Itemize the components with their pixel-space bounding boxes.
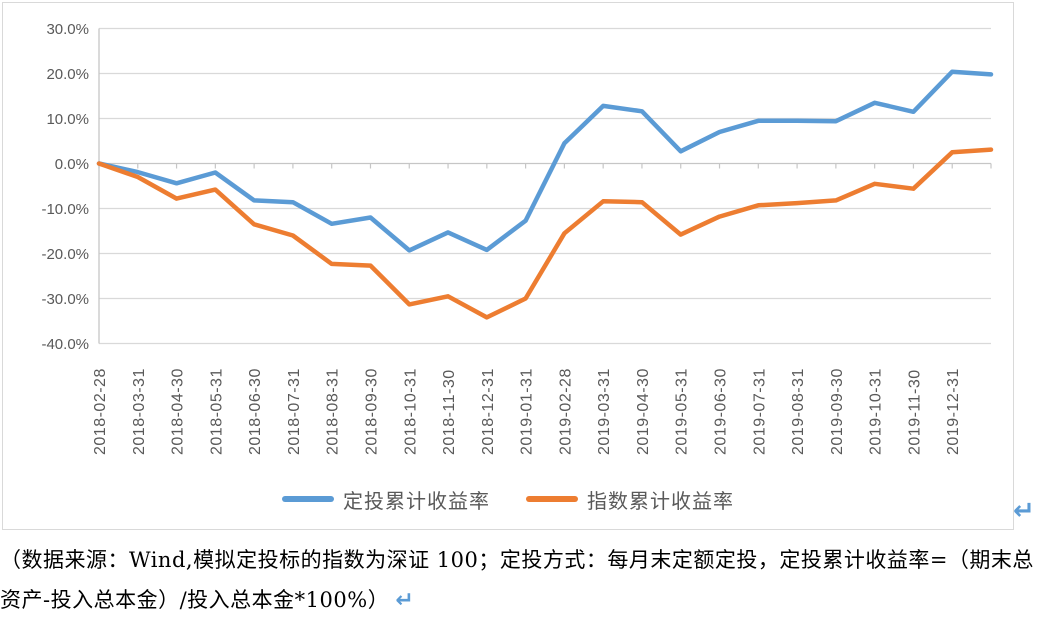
x-axis-tick-label: 2018-03-31 (131, 368, 148, 455)
line-chart-plot-area: 30.0% 20.0% 10.0% 0.0% -10.0% -20.0% -30.0% -40… (41, 21, 994, 455)
x-axis-tick-label: 2018-08-31 (325, 368, 342, 455)
x-axis-tick-label: 2019-06-30 (713, 368, 730, 455)
caption-line-2-text: 资产-投入总本金）/投入总本金*100%） (0, 588, 390, 612)
x-axis-tick-label: 2019-03-31 (596, 368, 613, 455)
x-axis-tick-label: 2018-04-30 (170, 368, 187, 455)
x-axis-tick-label: 2018-06-30 (247, 368, 264, 455)
y-axis-tick-label: 20.0% (46, 66, 89, 83)
x-axis-tick-label: 2019-08-31 (790, 368, 807, 455)
caption-line-2: 资产-投入总本金）/投入总本金*100%） ↵ (0, 580, 1042, 620)
embedded-chart-object[interactable]: 30.0% 20.0% 10.0% 0.0% -10.0% -20.0% -30.0% -40… (2, 2, 1014, 530)
x-axis-tick-label: 2019-01-31 (519, 368, 536, 455)
x-axis-tick-label: 2018-05-31 (208, 368, 225, 455)
legend-line-swatch-icon (526, 496, 578, 502)
series-line-定投累计收益率 (96, 69, 994, 253)
x-axis-tick-label: 2018-07-31 (286, 368, 303, 455)
x-axis-tick-label: 2019-05-31 (674, 368, 691, 455)
legend-item[interactable]: 定投累计收益率 (282, 485, 490, 514)
x-axis-tick-label: 2019-10-31 (868, 368, 885, 455)
x-axis-tick-label: 2018-11-30 (441, 369, 458, 455)
caption-line-1: （数据来源：Wind,模拟定投标的指数为深证 100；定投方式：每月末定额定投，… (0, 548, 1034, 572)
legend-line-swatch-icon (282, 496, 334, 502)
y-axis-tick-label: -30.0% (41, 291, 89, 308)
legend-label: 指数累计收益率 (587, 490, 734, 513)
caption: （数据来源：Wind,模拟定投标的指数为深证 100；定投方式：每月末定额定投，… (0, 540, 1042, 620)
paragraph-return-mark-icon: ↵ (395, 588, 414, 613)
x-axis-tick-label: 2019-11-30 (906, 369, 923, 455)
x-axis-tick-label: 2019-02-28 (557, 368, 574, 455)
chart-legend: 定投累计收益率 指数累计收益率 (3, 485, 1013, 514)
legend-item[interactable]: 指数累计收益率 (526, 485, 734, 514)
y-axis-tick-label: -40.0% (41, 336, 89, 353)
x-axis-tick-label: 2018-09-30 (363, 368, 380, 455)
series-line-指数累计收益率 (96, 147, 994, 320)
x-axis-tick-label: 2018-02-28 (92, 368, 109, 455)
y-axis-tick-label: 0.0% (55, 156, 89, 173)
x-axis-tick-label: 2018-12-31 (480, 368, 497, 455)
y-axis-tick-label: 30.0% (46, 21, 89, 38)
y-axis-tick-label: -10.0% (41, 201, 89, 218)
paragraph-return-mark-icon: ↵ (1013, 496, 1035, 526)
y-axis-tick-label: 10.0% (46, 111, 89, 128)
x-axis-tick-label: 2019-12-31 (945, 368, 962, 455)
x-axis-tick-label: 2018-10-31 (402, 368, 419, 455)
y-axis-tick-label: -20.0% (41, 246, 89, 263)
x-axis-tick-label: 2019-09-30 (829, 368, 846, 455)
x-axis-tick-label: 2019-04-30 (635, 368, 652, 455)
x-axis-tick-label: 2019-07-31 (751, 368, 768, 455)
legend-label: 定投累计收益率 (343, 490, 490, 513)
